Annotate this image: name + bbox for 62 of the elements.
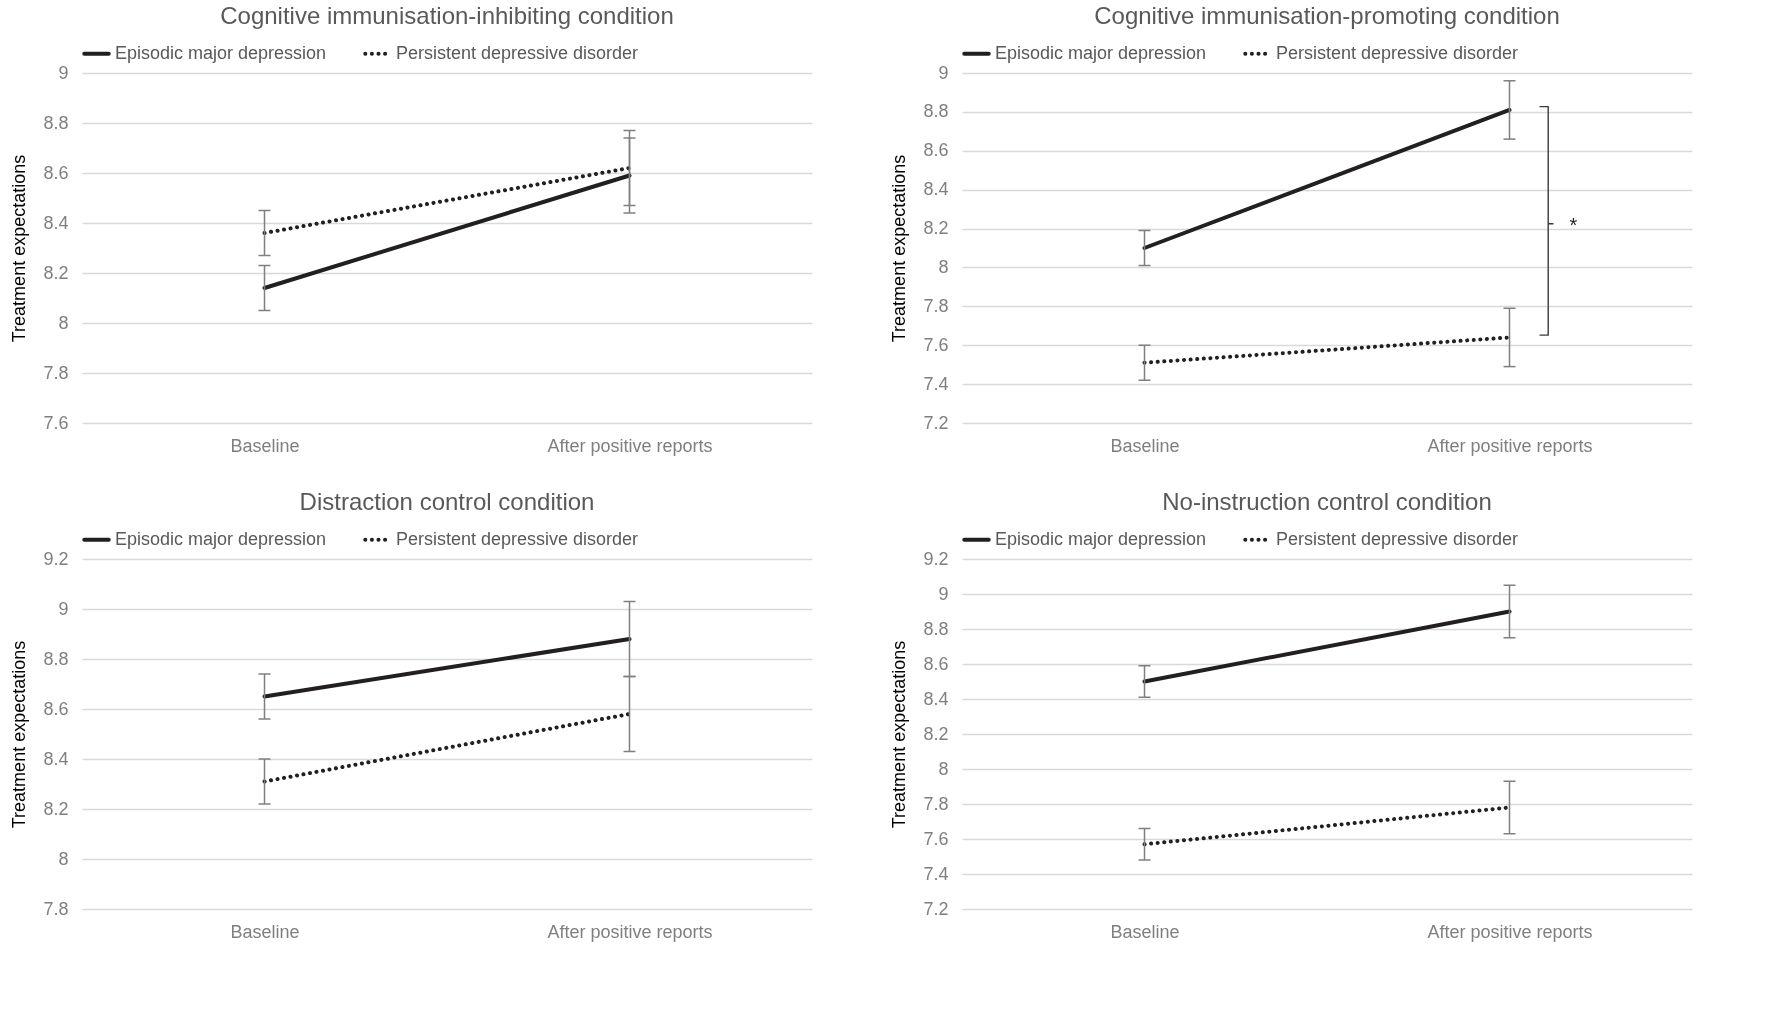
x-tick-label: Baseline xyxy=(230,435,300,456)
y-tick-label: 8.6 xyxy=(43,162,69,183)
x-tick-label: After positive reports xyxy=(547,921,713,942)
y-tick-label: 8.4 xyxy=(923,688,949,709)
y-tick-label: 8 xyxy=(58,848,69,869)
y-axis-title: Treatment expectations xyxy=(889,640,910,829)
y-tick-label: 7.8 xyxy=(43,898,69,919)
legend-label: Episodic major depression xyxy=(115,528,327,549)
y-tick-label: 9 xyxy=(938,62,949,83)
x-tick-label: After positive reports xyxy=(547,435,713,456)
legend-label: Persistent depressive disorder xyxy=(1276,42,1519,63)
y-axis-title: Treatment expectations xyxy=(889,154,910,343)
y-tick-label: 7.6 xyxy=(923,334,949,355)
y-tick-label: 9 xyxy=(58,62,69,83)
y-tick-label: 7.2 xyxy=(923,412,949,433)
y-tick-label: 8 xyxy=(938,256,949,277)
legend-label: Persistent depressive disorder xyxy=(1276,528,1519,549)
y-tick-label: 8.2 xyxy=(923,218,949,239)
y-tick-label: 7.8 xyxy=(923,295,949,316)
chart-title: Distraction control condition xyxy=(299,488,595,515)
y-tick-label: 8.8 xyxy=(43,112,69,133)
legend-label: Persistent depressive disorder xyxy=(396,42,639,63)
annotation: * xyxy=(1569,213,1578,236)
y-tick-label: 7.6 xyxy=(923,828,949,849)
y-tick-label: 7.4 xyxy=(923,863,949,884)
y-tick-label: 8.6 xyxy=(923,140,949,161)
y-tick-label: 8.4 xyxy=(43,212,69,233)
y-tick-label: 8.2 xyxy=(923,723,949,744)
x-tick-label: Baseline xyxy=(1110,921,1180,942)
x-tick-label: After positive reports xyxy=(1427,435,1593,456)
y-tick-label: 8.4 xyxy=(923,179,949,200)
y-tick-label: 8.6 xyxy=(43,698,69,719)
y-axis-title: Treatment expectations xyxy=(9,154,30,343)
legend-label: Episodic major depression xyxy=(115,42,327,63)
y-tick-label: 9.2 xyxy=(923,548,949,569)
y-tick-label: 8.4 xyxy=(43,748,69,769)
y-tick-label: 8.2 xyxy=(43,798,69,819)
y-tick-label: 9 xyxy=(938,583,949,604)
y-tick-label: 8.2 xyxy=(43,262,69,283)
y-tick-label: 7.8 xyxy=(43,362,69,383)
y-tick-label: 9 xyxy=(58,598,69,619)
y-tick-label: 8.8 xyxy=(43,648,69,669)
chart-title: No-instruction control condition xyxy=(1162,488,1492,515)
y-tick-label: 7.6 xyxy=(43,412,69,433)
y-tick-label: 8 xyxy=(938,758,949,779)
x-tick-label: Baseline xyxy=(1110,435,1180,456)
y-axis-title: Treatment expectations xyxy=(9,640,30,829)
y-tick-label: 7.2 xyxy=(923,898,949,919)
x-tick-label: After positive reports xyxy=(1427,921,1593,942)
legend-label: Persistent depressive disorder xyxy=(396,528,639,549)
y-tick-label: 7.4 xyxy=(923,373,949,394)
y-tick-label: 8.8 xyxy=(923,101,949,122)
legend-label: Episodic major depression xyxy=(995,42,1207,63)
y-tick-label: 8 xyxy=(58,312,69,333)
chart-title: Cognitive immunisation-inhibiting condition xyxy=(220,2,674,29)
legend-label: Episodic major depression xyxy=(995,528,1207,549)
y-tick-label: 7.8 xyxy=(923,793,949,814)
y-tick-label: 9.2 xyxy=(43,548,69,569)
x-tick-label: Baseline xyxy=(230,921,300,942)
y-tick-label: 8.8 xyxy=(923,618,949,639)
y-tick-label: 8.6 xyxy=(923,653,949,674)
chart-title: Cognitive immunisation-promoting condition xyxy=(1094,2,1560,29)
